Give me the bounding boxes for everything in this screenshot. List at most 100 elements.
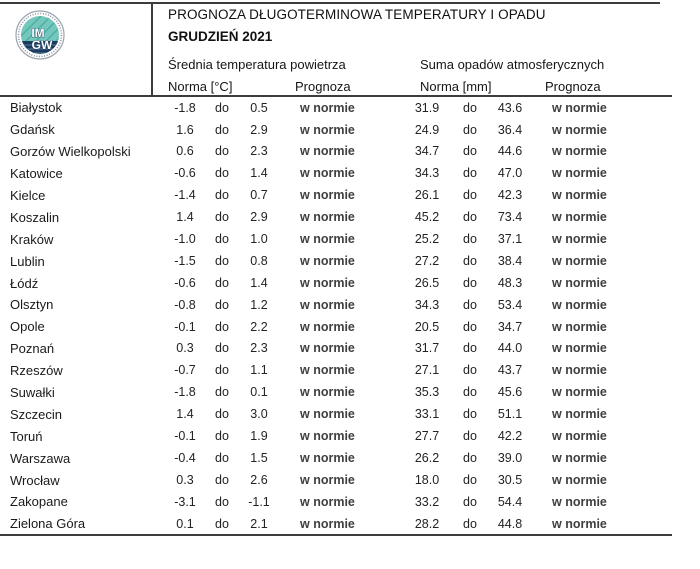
precip-forecast-value: w normie — [552, 275, 607, 290]
range-word: do — [215, 166, 229, 181]
temp-norm-high: 1.1 — [250, 363, 268, 378]
range-word: do — [463, 122, 477, 137]
precip-norm-low: 27.7 — [414, 429, 440, 444]
precip-forecast-value: w normie — [552, 188, 607, 203]
range-word: do — [463, 319, 477, 334]
precip-forecast-value: w normie — [552, 232, 607, 247]
temp-norm-high: 0.1 — [250, 385, 268, 400]
temp-norm-low: -0.6 — [174, 166, 196, 181]
range-word: do — [463, 232, 477, 247]
precip-forecast-value: w normie — [552, 363, 607, 378]
temp-norm-high: 2.6 — [250, 472, 268, 487]
range-word: do — [215, 516, 229, 531]
temp-norm-low: 1.4 — [176, 210, 194, 225]
range-word: do — [463, 188, 477, 203]
city-name: Zielona Góra — [10, 516, 86, 532]
precip-norm-high: 73.4 — [497, 210, 523, 225]
precip-norm-low: 33.1 — [414, 407, 440, 422]
table-row: Kraków -1.0 do 1.0 w normie 25.2 do 37.1… — [0, 228, 672, 250]
table-row: Poznań 0.3 do 2.3 w normie 31.7 do 44.0 … — [0, 338, 672, 360]
city-name: Kielce — [10, 188, 46, 203]
precip-norm-high: 36.4 — [497, 122, 523, 137]
precip-norm-low: 18.0 — [414, 472, 440, 487]
precip-forecast-value: w normie — [552, 210, 607, 225]
range-word: do — [215, 253, 229, 268]
table-row: Białystok -1.8 do 0.5 w normie 31.9 do 4… — [0, 97, 672, 119]
range-word: do — [215, 472, 229, 487]
temp-norm-high: 2.1 — [250, 516, 268, 531]
precip-norm-high: 45.6 — [497, 385, 523, 400]
range-word: do — [215, 297, 229, 312]
city-name: Toruń — [10, 428, 43, 444]
temp-norm-low: -0.1 — [174, 319, 196, 334]
temp-norm-high: 2.3 — [250, 144, 268, 159]
temperature-section-header: Średnia temperatura powietrza — [168, 57, 346, 72]
precip-forecast-value: w normie — [552, 297, 607, 312]
temp-norm-high: 1.5 — [250, 450, 268, 465]
temp-norm-low: 0.6 — [176, 144, 194, 159]
temp-norm-low: -0.4 — [174, 450, 196, 465]
table-row: Koszalin 1.4 do 2.9 w normie 45.2 do 73.… — [0, 206, 672, 228]
table-row: Zielona Góra 0.1 do 2.1 w normie 28.2 do… — [0, 513, 672, 535]
logo-text-im: IM — [31, 26, 44, 40]
precip-norm-low: 34.7 — [414, 144, 440, 159]
temp-norm-low: 0.3 — [176, 341, 194, 356]
precip-norm-high: 48.3 — [497, 275, 523, 290]
precip-norm-low: 25.2 — [414, 232, 440, 247]
precip-norm-high: 42.3 — [497, 188, 523, 203]
city-name: Suwałki — [10, 385, 55, 401]
temp-norm-low: -1.8 — [174, 385, 196, 400]
precip-norm-low: 31.9 — [414, 100, 440, 115]
precipitation-section-header: Suma opadów atmosferycznych — [420, 57, 605, 72]
precip-norm-low: 26.5 — [414, 275, 440, 290]
range-word: do — [463, 297, 477, 312]
city-name: Białystok — [10, 100, 63, 116]
precip-forecast-value: w normie — [552, 385, 607, 400]
temp-forecast-value: w normie — [300, 253, 355, 268]
range-word: do — [215, 450, 229, 465]
table-row: Olsztyn -0.8 do 1.2 w normie 34.3 do 53.… — [0, 294, 672, 316]
precip-forecast-value: w normie — [552, 319, 607, 334]
precip-norm-high: 34.7 — [497, 319, 523, 334]
table-row: Lublin -1.5 do 0.8 w normie 27.2 do 38.4… — [0, 250, 672, 272]
precip-norm-low: 27.1 — [414, 363, 440, 378]
temp-norm-low: 1.6 — [176, 122, 194, 137]
precip-norm-high: 39.0 — [497, 450, 523, 465]
precip-norm-high: 44.0 — [497, 341, 523, 356]
precip-norm-low: 28.2 — [414, 516, 440, 531]
range-word: do — [215, 100, 229, 115]
precip-norm-high: 43.6 — [497, 100, 523, 115]
temp-norm-high: 3.0 — [250, 407, 268, 422]
temp-norm-high: -1.1 — [248, 494, 270, 509]
temp-norm-low: -0.6 — [174, 275, 196, 290]
precip-norm-low: 26.1 — [414, 188, 440, 203]
range-word: do — [215, 341, 229, 356]
precip-norm-low: 35.3 — [414, 385, 440, 400]
table-bottom-line — [0, 534, 672, 536]
range-word: do — [215, 429, 229, 444]
temp-forecast-value: w normie — [300, 232, 355, 247]
range-word: do — [463, 407, 477, 422]
temp-forecast-value: w normie — [300, 450, 355, 465]
city-name: Łódź — [10, 275, 39, 291]
range-word: do — [463, 429, 477, 444]
temp-norm-high: 2.3 — [250, 341, 268, 356]
range-word: do — [215, 385, 229, 400]
range-word: do — [215, 363, 229, 378]
city-name: Gdańsk — [10, 122, 55, 138]
temp-norm-low: -1.5 — [174, 253, 196, 268]
temp-norm-high: 2.9 — [250, 122, 268, 137]
range-word: do — [463, 450, 477, 465]
precip-forecast-value: w normie — [552, 450, 607, 465]
temp-norm-high: 2.9 — [250, 210, 268, 225]
precip-norm-low: 34.3 — [414, 297, 440, 312]
logo-title-divider — [151, 2, 153, 96]
table-row: Opole -0.1 do 2.2 w normie 20.5 do 34.7 … — [0, 316, 672, 338]
city-name: Gorzów Wielkopolski — [10, 144, 131, 160]
page-subtitle-month: GRUDZIEŃ 2021 — [168, 29, 273, 44]
precip-norm-low: 20.5 — [414, 319, 440, 334]
temp-norm-low: -1.0 — [174, 232, 196, 247]
range-word: do — [215, 144, 229, 159]
logo-text-gw: GW — [32, 38, 53, 52]
precip-norm-high: 43.7 — [497, 363, 523, 378]
